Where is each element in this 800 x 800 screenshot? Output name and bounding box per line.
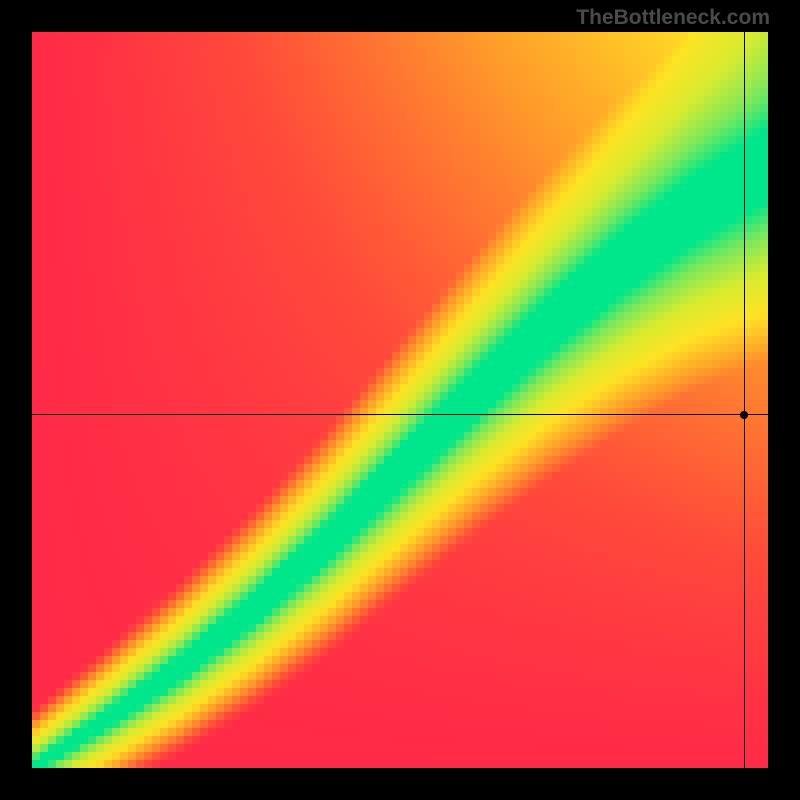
attribution-text: TheBottleneck.com xyxy=(576,6,770,30)
bottleneck-heatmap xyxy=(32,32,768,768)
crosshair-horizontal xyxy=(32,414,768,415)
crosshair-vertical xyxy=(744,32,745,768)
chart-container: TheBottleneck.com xyxy=(0,0,800,800)
